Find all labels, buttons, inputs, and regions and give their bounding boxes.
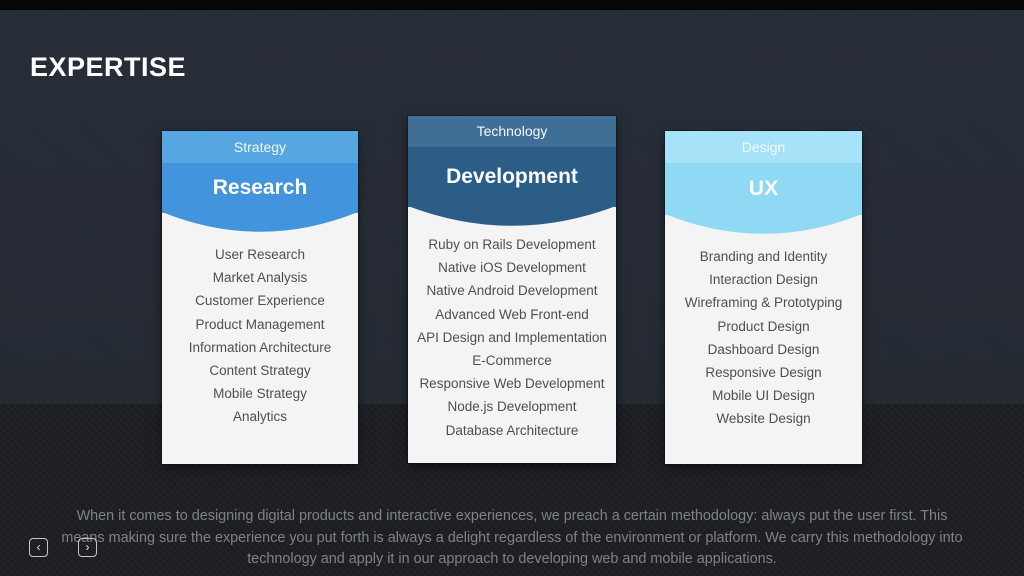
list-item: Mobile Strategy xyxy=(213,386,307,402)
list-item: Content Strategy xyxy=(209,363,311,379)
list-item: Information Architecture xyxy=(188,339,332,355)
list-item: Wireframing & Prototyping xyxy=(684,295,843,311)
next-slide-button[interactable]: › xyxy=(78,538,97,557)
list-item: Market Analysis xyxy=(212,270,308,286)
list-item: Product Design xyxy=(717,318,810,334)
card-technology-title: Development xyxy=(446,165,578,188)
card-strategy-list: User Research Market Analysis Customer E… xyxy=(162,234,358,429)
list-item: E-Commerce xyxy=(472,353,552,369)
list-item: Ruby on Rails Development xyxy=(428,237,596,252)
list-item: Mobile UI Design xyxy=(712,388,815,404)
card-technology-category: Technology xyxy=(408,116,616,147)
top-black-bar xyxy=(0,0,1024,10)
card-design-header: Design UX xyxy=(665,131,862,215)
page-title: EXPERTISE xyxy=(30,52,187,83)
card-design-curve xyxy=(665,214,862,234)
list-item: Analytics xyxy=(232,409,288,425)
list-item: Responsive Web Development xyxy=(419,376,605,392)
card-technology-list: Ruby on Rails Development Native iOS Dev… xyxy=(408,228,616,442)
list-item: Product Management xyxy=(195,316,325,332)
card-design-list: Branding and Identity Interaction Design… xyxy=(665,236,862,431)
list-item: Responsive Design xyxy=(705,365,822,381)
list-item: Dashboard Design xyxy=(707,341,820,357)
list-item: Interaction Design xyxy=(709,272,818,288)
list-item: Branding and Identity xyxy=(699,249,828,264)
card-strategy-curve xyxy=(162,212,358,232)
card-technology-header: Technology Development xyxy=(408,116,616,207)
list-item: Database Architecture xyxy=(445,422,579,438)
list-item: User Research xyxy=(214,247,306,262)
chevron-left-icon: ‹ xyxy=(36,540,41,554)
card-strategy-title: Research xyxy=(212,176,308,199)
card-design: Design UX Branding and Identity Interact… xyxy=(665,131,862,464)
list-item: API Design and Implementation xyxy=(417,329,607,345)
list-item: Native Android Development xyxy=(426,283,598,299)
prev-slide-button[interactable]: ‹ xyxy=(29,538,48,557)
card-design-category: Design xyxy=(665,131,862,163)
list-item: Node.js Development xyxy=(447,399,577,415)
card-design-title: UX xyxy=(748,177,779,200)
methodology-paragraph: When it comes to designing digital produ… xyxy=(61,508,963,567)
card-strategy: Strategy Research User Research Market A… xyxy=(162,131,358,464)
list-item: Native iOS Development xyxy=(438,260,586,276)
card-technology: Technology Development Ruby on Rails Dev… xyxy=(408,116,616,463)
card-technology-curve xyxy=(408,206,616,226)
list-item: Website Design xyxy=(716,411,811,427)
chevron-right-icon: › xyxy=(85,540,90,554)
card-strategy-category: Strategy xyxy=(162,131,358,163)
list-item: Customer Experience xyxy=(195,293,325,309)
list-item: Advanced Web Front-end xyxy=(435,306,589,322)
card-strategy-header: Strategy Research xyxy=(162,131,358,213)
